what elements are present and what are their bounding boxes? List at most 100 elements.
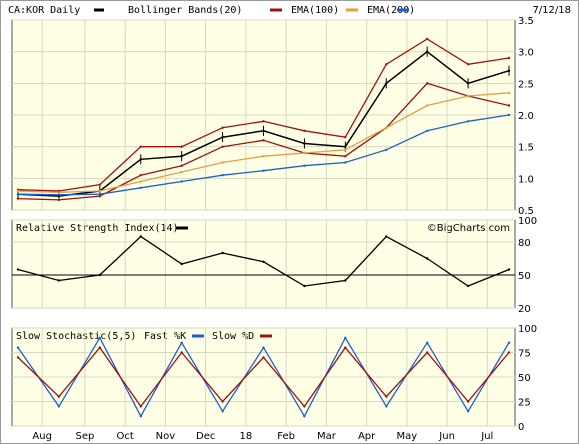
x-tick-label: Nov — [156, 431, 176, 442]
data-point — [344, 148, 347, 151]
y-tick-label: 100 — [518, 216, 537, 227]
x-axis-labels: Aug Sep Oct Nov Dec 18 Feb Mar Apr May Jun Jul — [32, 431, 493, 442]
price-lines — [16, 37, 511, 202]
data-point — [139, 174, 142, 177]
legend-label-ema100: EMA(100) — [291, 5, 339, 16]
y-tick-label: 50 — [518, 271, 531, 282]
data-point — [262, 169, 265, 172]
data-point — [426, 37, 429, 41]
data-point — [426, 257, 429, 260]
chart-title: CA:KOR Daily — [8, 5, 80, 16]
data-point — [98, 273, 102, 277]
data-point — [98, 189, 102, 193]
data-point — [139, 235, 142, 238]
data-point — [344, 155, 347, 158]
data-point — [262, 356, 265, 359]
data-point — [180, 170, 183, 174]
x-tick-label: Aug — [32, 431, 52, 442]
data-point — [16, 197, 20, 200]
data-point — [426, 104, 429, 107]
data-point — [426, 129, 429, 132]
data-point — [57, 191, 61, 194]
data-point — [262, 260, 265, 263]
data-point — [262, 129, 265, 132]
data-point — [221, 410, 224, 413]
data-point — [385, 82, 388, 85]
data-point — [57, 405, 61, 408]
data-point — [507, 69, 511, 72]
rsi-lines — [16, 235, 511, 288]
data-point — [507, 104, 511, 107]
data-point — [385, 395, 388, 398]
data-point — [466, 410, 470, 413]
data-point — [426, 82, 429, 85]
stochastic-y-ticks: 0 25 50 75 100 — [518, 324, 537, 433]
data-point — [385, 405, 388, 408]
data-point — [507, 113, 511, 117]
data-point — [466, 82, 470, 85]
data-point — [303, 151, 306, 155]
data-point — [180, 180, 183, 183]
data-point — [180, 341, 183, 344]
data-point — [180, 145, 183, 148]
data-point — [221, 174, 224, 177]
stochastic-panel: Slow Stochastic(5,5) Fast %K Slow %D 025… — [11, 324, 537, 433]
y-tick-label: 80 — [518, 238, 531, 249]
data-point — [221, 400, 224, 403]
data-point — [221, 251, 224, 255]
data-point — [385, 63, 388, 66]
data-point — [57, 198, 61, 202]
data-point — [139, 405, 142, 408]
data-point — [139, 415, 142, 418]
data-point — [303, 284, 306, 288]
data-point — [303, 405, 306, 408]
data-point — [507, 91, 511, 95]
rsi-y-ticks: 20 50 80 100 — [518, 216, 537, 315]
data-point — [466, 63, 470, 66]
y-tick-label: 20 — [518, 304, 531, 315]
x-tick-label: Dec — [196, 431, 215, 442]
data-point — [303, 164, 306, 167]
data-point — [180, 164, 183, 167]
data-point — [16, 189, 20, 193]
data-point — [344, 336, 347, 339]
data-point — [507, 268, 511, 271]
y-tick-label: 1.0 — [518, 174, 534, 185]
data-point — [303, 415, 306, 418]
x-tick-label: Sep — [75, 431, 94, 442]
data-point — [507, 341, 511, 344]
y-tick-label: 0 — [518, 422, 524, 433]
data-point — [344, 279, 347, 282]
x-tick-label: Feb — [277, 431, 295, 442]
data-point — [303, 142, 306, 145]
y-tick-label: 2.5 — [518, 79, 534, 90]
data-point — [57, 279, 61, 282]
y-tick-label: 50 — [518, 373, 531, 384]
y-tick-label: 75 — [518, 349, 531, 360]
data-point — [98, 336, 102, 339]
data-point — [262, 346, 265, 349]
stochastic-lines — [16, 336, 511, 418]
data-point — [426, 50, 429, 53]
legend-label-bollinger: Bollinger Bands(20) — [128, 5, 242, 16]
rsi-plot-area — [11, 219, 516, 309]
x-tick-label: Apr — [358, 431, 376, 442]
data-point — [16, 268, 20, 271]
rsi-panel: Relative Strength Index(14) ©BigCharts.c… — [11, 216, 537, 315]
data-point — [466, 94, 470, 98]
x-tick-label: May — [397, 431, 418, 442]
rsi-title: Relative Strength Index(14) — [16, 223, 179, 234]
y-tick-label: 100 — [518, 324, 537, 335]
data-point — [344, 136, 347, 139]
y-tick-label: 25 — [518, 398, 531, 409]
data-point — [303, 129, 306, 132]
data-point — [466, 400, 470, 403]
data-point — [16, 356, 20, 359]
price-panel: 0.5 1.0 1.5 2.0 2.5 3.0 3.5 — [11, 16, 534, 217]
data-point — [426, 341, 429, 344]
x-tick-label: Jun — [438, 431, 455, 442]
data-point — [221, 126, 224, 129]
data-point — [139, 145, 142, 148]
data-point — [57, 395, 61, 398]
